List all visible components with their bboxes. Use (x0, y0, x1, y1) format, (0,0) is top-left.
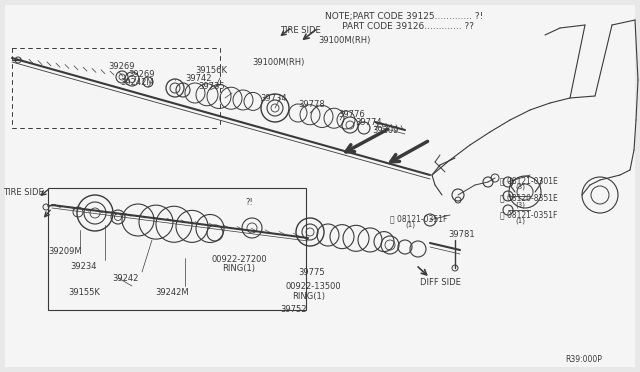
Text: 39269: 39269 (128, 70, 154, 79)
Text: (1): (1) (405, 222, 415, 228)
Text: NOTE;PART CODE 39125............. ?!: NOTE;PART CODE 39125............. ?! (325, 12, 483, 21)
Text: 39735: 39735 (198, 82, 225, 91)
Text: TIRE SIDE: TIRE SIDE (280, 26, 321, 35)
Text: ?!: ?! (245, 198, 253, 207)
Text: 39100M(RH): 39100M(RH) (318, 36, 371, 45)
Text: 39234: 39234 (70, 262, 97, 271)
Text: 39752: 39752 (280, 305, 307, 314)
Text: 39781: 39781 (448, 230, 475, 239)
Text: Ⓑ 08120-8351E: Ⓑ 08120-8351E (500, 193, 557, 202)
Text: Ⓑ 08121-0301E: Ⓑ 08121-0301E (500, 176, 557, 185)
Text: RING(1): RING(1) (292, 292, 325, 301)
Text: TIRE SIDE: TIRE SIDE (3, 188, 44, 197)
Text: 39242M: 39242M (155, 288, 189, 297)
Text: Ⓑ 08121-0351F: Ⓑ 08121-0351F (500, 210, 557, 219)
Text: 00922-13500: 00922-13500 (285, 282, 340, 291)
Text: 39242: 39242 (112, 274, 138, 283)
Text: 39209: 39209 (372, 126, 398, 135)
Text: 39242M: 39242M (120, 78, 154, 87)
Text: 39734: 39734 (260, 94, 287, 103)
Text: 39269: 39269 (108, 62, 134, 71)
Text: 39775: 39775 (298, 268, 324, 277)
Text: R39:000P: R39:000P (565, 355, 602, 364)
Text: 39156K: 39156K (195, 66, 227, 75)
Bar (48, 188, 306, 310)
Text: 39774: 39774 (355, 118, 381, 127)
Text: (3): (3) (515, 201, 525, 208)
Text: (1): (1) (515, 218, 525, 224)
Text: 39742: 39742 (185, 74, 211, 83)
Text: (3): (3) (515, 184, 525, 190)
Text: Ⓑ 08121-0351F: Ⓑ 08121-0351F (390, 214, 447, 223)
Text: RING(1): RING(1) (222, 264, 255, 273)
Text: PART CODE 39126............. ??: PART CODE 39126............. ?? (325, 22, 474, 31)
Text: 00922-27200: 00922-27200 (212, 255, 268, 264)
Text: 39209M: 39209M (48, 247, 82, 256)
Text: 39778: 39778 (298, 100, 324, 109)
Text: DIFF SIDE: DIFF SIDE (420, 278, 461, 287)
Text: 39100M(RH): 39100M(RH) (252, 58, 305, 67)
Text: 39155K: 39155K (68, 288, 100, 297)
Text: 39776: 39776 (338, 110, 365, 119)
